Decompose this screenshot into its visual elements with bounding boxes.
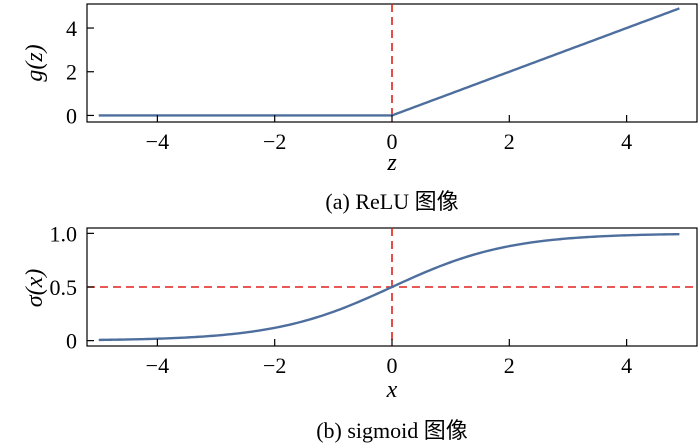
- relu-x-ticks: −4 −2 0 2 4: [146, 115, 632, 154]
- sigmoid-y-tick-label: 0: [66, 329, 77, 354]
- relu-x-tick-label: −2: [263, 129, 286, 154]
- relu-y-tick-label: 4: [66, 16, 77, 41]
- sigmoid-panel: −4 −2 0 2 4 0 0.5 1.0 x σ(x) (b) sigmoid 图像: [22, 221, 698, 443]
- sigmoid-caption: (b) sigmoid 图像: [316, 418, 468, 443]
- sigmoid-y-ticks: 0 0.5 1.0: [50, 221, 94, 354]
- relu-y-ticks: 0 2 4: [66, 16, 94, 128]
- sigmoid-y-tick-label: 1.0: [50, 221, 78, 246]
- sigmoid-x-tick-label: 0: [387, 353, 398, 378]
- relu-x-tick-label: 2: [504, 129, 515, 154]
- sigmoid-y-tick-label: 0.5: [50, 275, 78, 300]
- sigmoid-x-ticks: −4 −2 0 2 4: [146, 339, 632, 378]
- sigmoid-x-tick-label: 4: [621, 353, 632, 378]
- relu-y-tick-label: 0: [66, 103, 77, 128]
- relu-curve: [98, 7, 680, 117]
- relu-caption: (a) ReLU 图像: [325, 189, 458, 214]
- sigmoid-curve: [98, 232, 680, 342]
- relu-panel: −4 −2 0 2 4 0 2 4 z g(z) (a) ReLU 图像: [22, 3, 698, 214]
- sigmoid-x-axis-label: x: [386, 377, 398, 403]
- relu-x-tick-label: 4: [621, 129, 632, 154]
- sigmoid-x-tick-label: 2: [504, 353, 515, 378]
- relu-y-tick-label: 2: [66, 60, 77, 85]
- sigmoid-x-tick-label: −2: [263, 353, 286, 378]
- relu-x-tick-label: 0: [387, 129, 398, 154]
- sigmoid-y-axis-label: σ(x): [22, 269, 48, 307]
- relu-y-axis-label: g(z): [22, 44, 48, 81]
- sigmoid-x-tick-label: −4: [146, 353, 169, 378]
- relu-x-tick-label: −4: [146, 129, 169, 154]
- relu-x-axis-label: z: [386, 150, 397, 176]
